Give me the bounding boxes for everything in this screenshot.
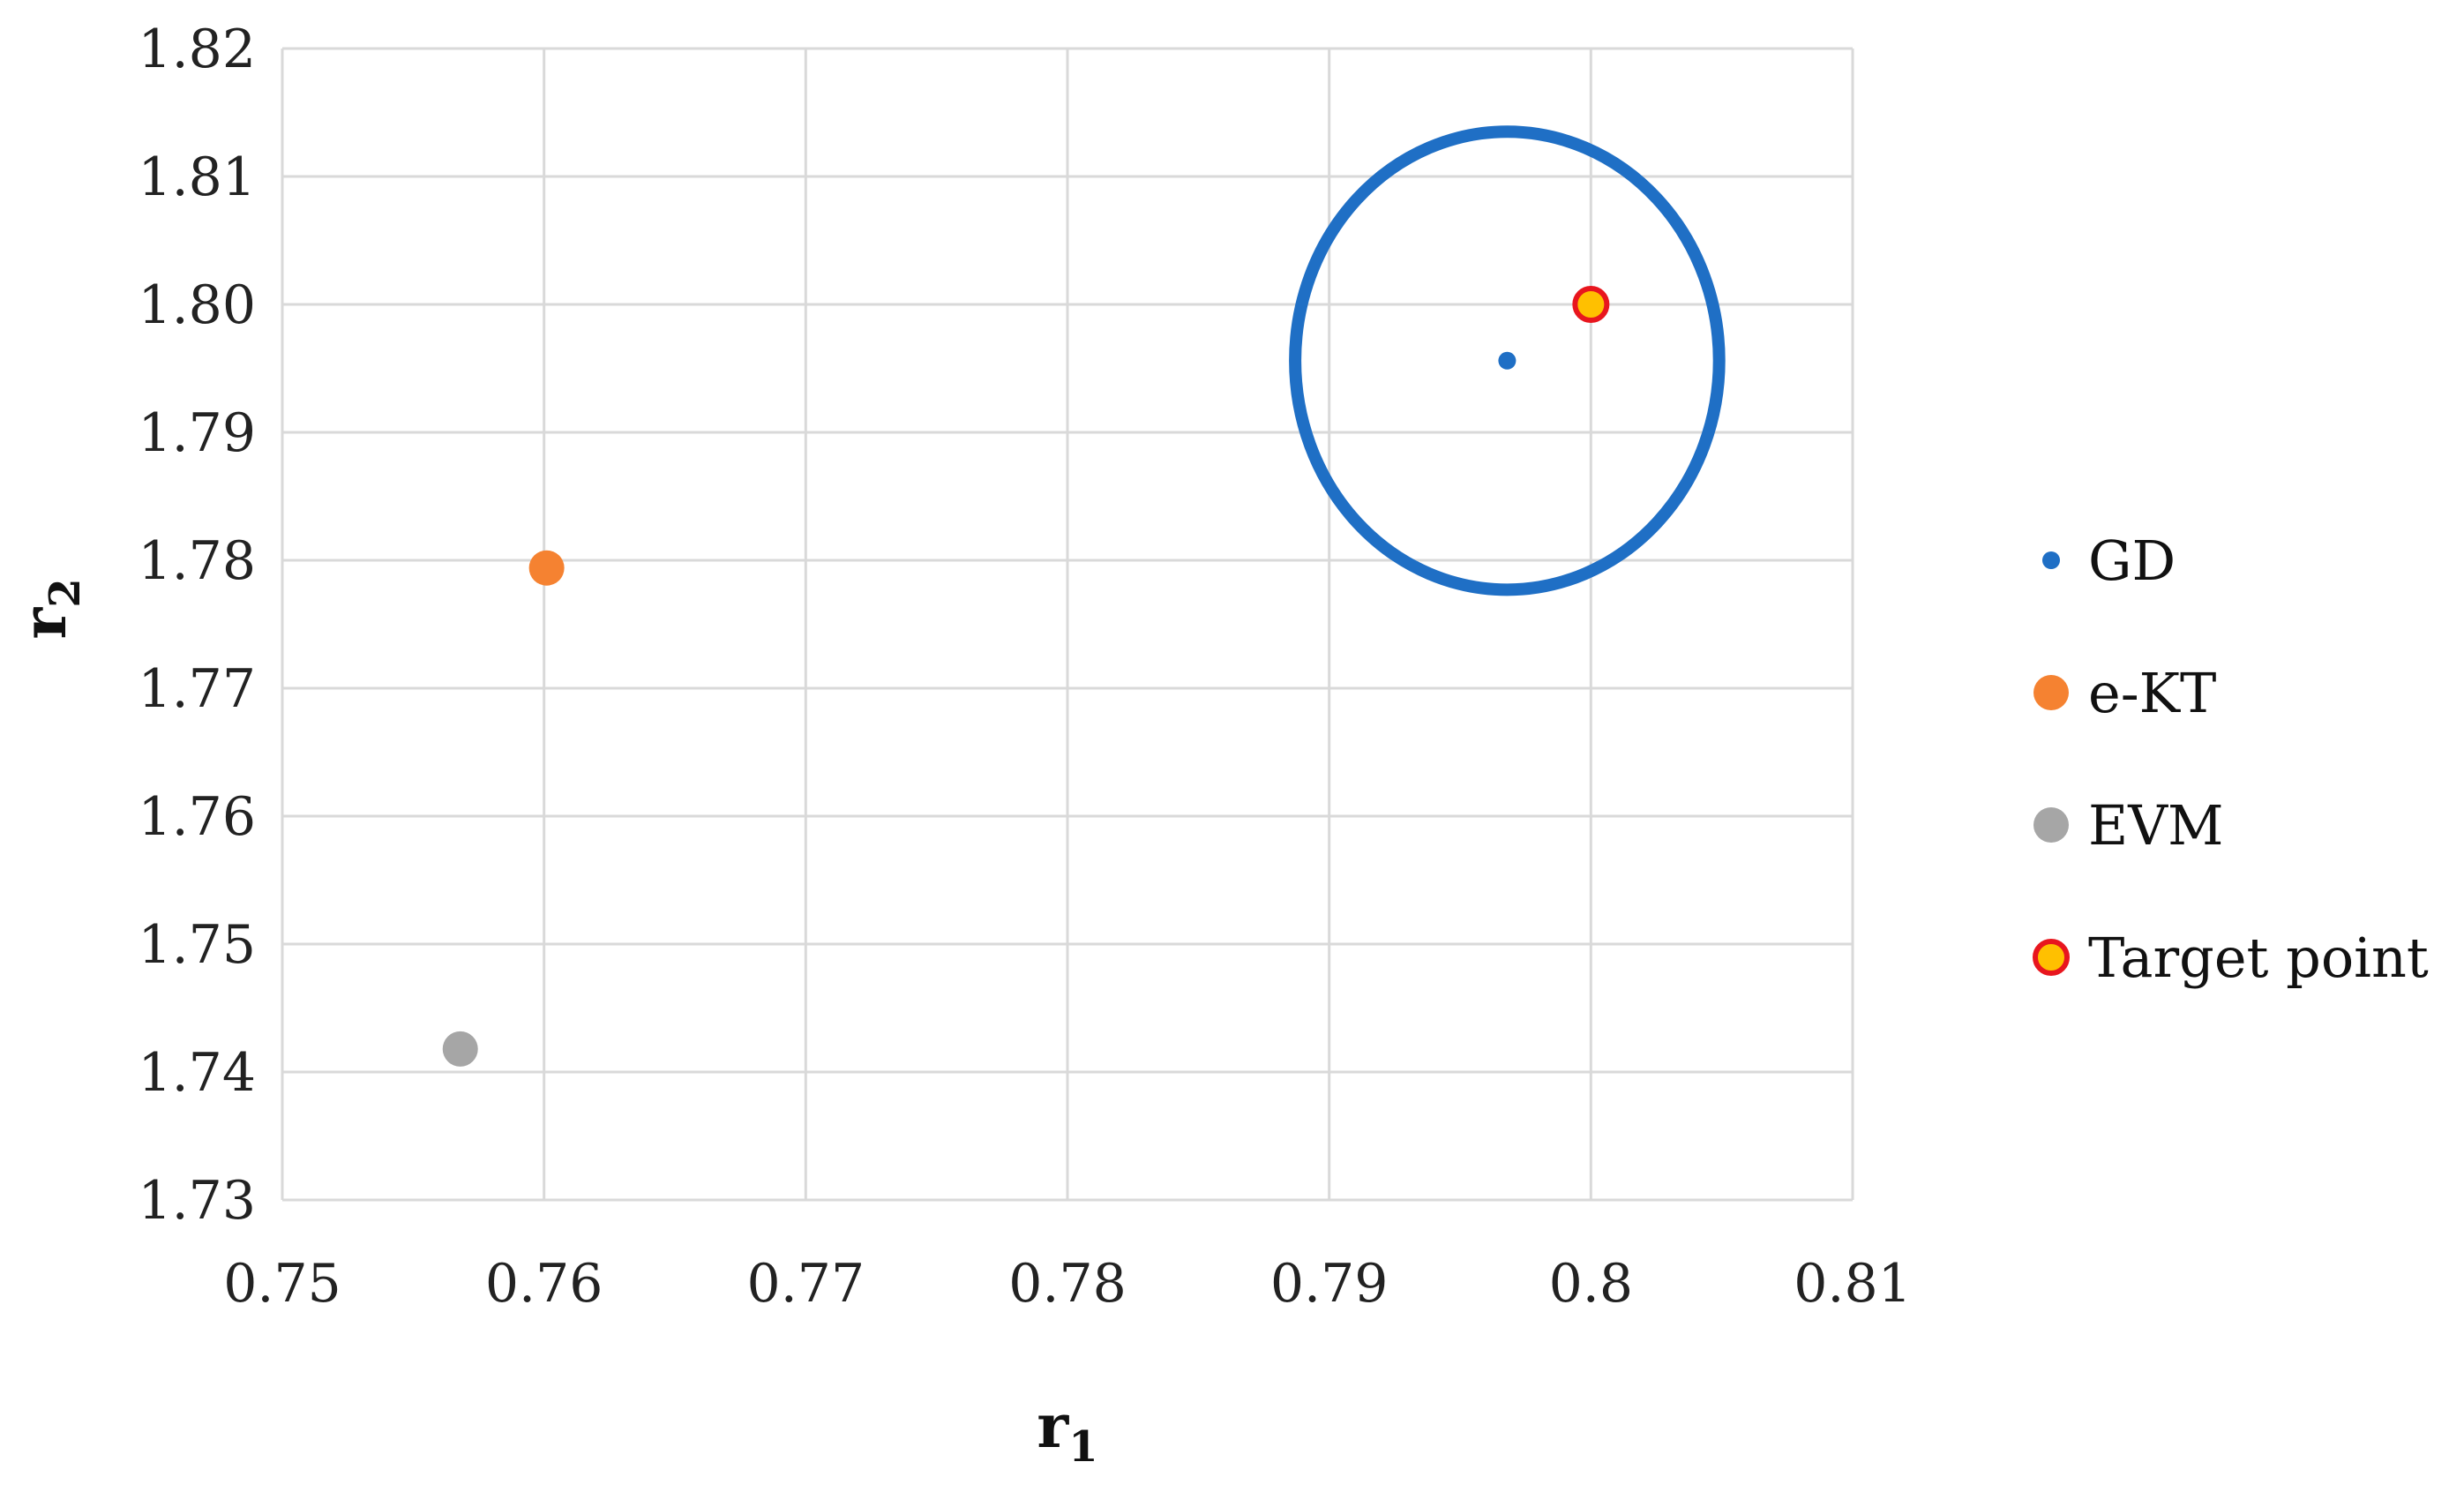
y-tick-label: 1.78 [138, 530, 256, 592]
legend: GD e-KT EVM Target point [2033, 529, 2429, 990]
y-tick-label: 1.81 [138, 146, 256, 208]
legend-marker-evm [2033, 807, 2069, 843]
y-tick-labels: 1.73 1.74 1.75 1.76 1.77 1.78 1.79 1.80 1.81 1.82 [138, 19, 256, 1232]
legend-marker-target-point [2033, 939, 2070, 976]
y-tick-label: 1.79 [138, 402, 256, 464]
y-axis-title-sub: 2 [41, 578, 90, 607]
y-tick-label: 1.77 [138, 658, 256, 720]
y-tick-label: 1.73 [138, 1170, 256, 1232]
gd-point [1498, 351, 1517, 370]
gd-ring-layer [1289, 125, 1726, 596]
e-kt-point [528, 550, 565, 586]
x-tick-labels: 0.75 0.76 0.77 0.78 0.79 0.8 0.81 [223, 1253, 1912, 1315]
x-axis-title-main: r [1037, 1391, 1069, 1462]
y-tick-label: 1.76 [138, 786, 256, 848]
legend-marker-e-kt [2033, 675, 2069, 710]
x-tick-label: 0.76 [485, 1253, 603, 1315]
y-tick-label: 1.74 [138, 1042, 256, 1104]
data-points [442, 286, 1610, 1067]
legend-label-evm: EVM [2088, 793, 2224, 858]
grid [281, 47, 1854, 1202]
x-axis-title: r1 [1037, 1391, 1097, 1472]
legend-label-target-point: Target point [2088, 926, 2429, 990]
evm-point [442, 1031, 478, 1067]
y-axis-title-main: r [10, 607, 80, 640]
x-tick-label: 0.81 [1794, 1253, 1912, 1315]
x-tick-label: 0.75 [223, 1253, 341, 1315]
y-tick-label: 1.75 [138, 914, 256, 976]
legend-marker-gd [2042, 551, 2060, 569]
x-tick-label: 0.78 [1008, 1253, 1127, 1315]
legend-label-e-kt: e-KT [2088, 661, 2216, 725]
y-axis-title: r2 [10, 578, 90, 639]
legend-label-gd: GD [2088, 529, 2176, 593]
x-tick-label: 0.77 [747, 1253, 865, 1315]
gd-uncertainty-ring [1289, 125, 1726, 596]
x-axis-title-sub: 1 [1068, 1422, 1097, 1472]
x-tick-label: 0.8 [1549, 1253, 1633, 1315]
y-tick-label: 1.80 [138, 274, 256, 336]
y-tick-label: 1.82 [138, 19, 256, 80]
target-point-point [1572, 286, 1610, 323]
x-tick-label: 0.79 [1270, 1253, 1389, 1315]
